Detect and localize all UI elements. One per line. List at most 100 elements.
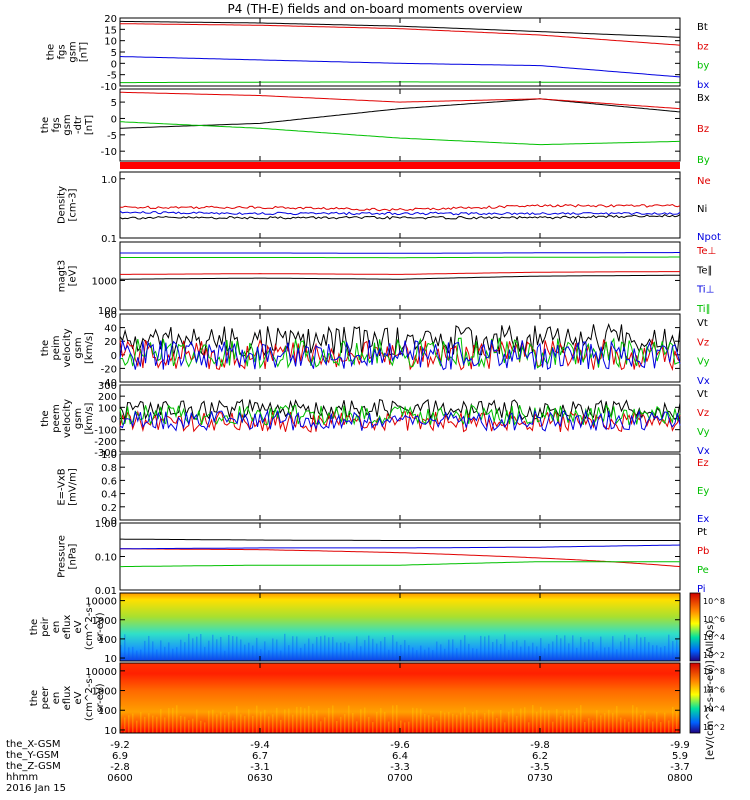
heatmap-streak xyxy=(184,716,186,733)
y-axis-label: the xyxy=(29,619,40,635)
heatmap-streak xyxy=(368,635,370,661)
y-axis-label: eflux xyxy=(62,686,73,711)
heatmap-streak xyxy=(200,634,202,661)
heatmap-streak xyxy=(300,647,302,661)
x-tick-value: -2.8 xyxy=(110,762,130,773)
heatmap-streak xyxy=(460,712,462,733)
heatmap-streak xyxy=(636,634,638,661)
heatmap-streak xyxy=(436,641,438,661)
series-line-Pt xyxy=(120,538,680,541)
heatmap-streak xyxy=(404,722,406,733)
heatmap-streak xyxy=(608,647,610,661)
x-tick-value: -3.7 xyxy=(670,762,690,773)
heatmap-streak xyxy=(544,648,546,661)
heatmap-streak xyxy=(548,643,550,661)
heatmap-streak xyxy=(412,707,414,733)
colorbar-tick-label: 10^6 xyxy=(703,615,725,624)
x-tick-value: 0730 xyxy=(527,773,552,784)
legend-entry: Ti⊥ xyxy=(696,285,714,296)
plot-title: P4 (TH-E) fields and on-board moments ov… xyxy=(227,2,523,16)
y-tick-label: 20 xyxy=(104,337,117,348)
heatmap-streak xyxy=(436,720,438,733)
heatmap-streak xyxy=(440,644,442,661)
heatmap-streak xyxy=(300,707,302,733)
heatmap-streak xyxy=(612,636,614,661)
heatmap-streak xyxy=(416,650,418,661)
heatmap-streak xyxy=(404,640,406,661)
heatmap-streak xyxy=(324,717,326,733)
heatmap-streak xyxy=(124,717,126,733)
y-tick-label: -5 xyxy=(107,131,117,142)
heatmap-streak xyxy=(428,715,430,733)
legend-entry: Te⊥ xyxy=(696,246,716,257)
heatmap-streak xyxy=(304,643,306,661)
series-line-Pe xyxy=(120,561,680,568)
heatmap-streak xyxy=(476,648,478,661)
y-axis-label: [nPa] xyxy=(68,543,79,569)
heatmap-streak xyxy=(212,634,214,661)
heatmap-streak xyxy=(520,708,522,733)
heatmap-streak xyxy=(396,641,398,661)
heatmap-streak xyxy=(556,708,558,733)
heatmap-streak xyxy=(672,706,674,733)
heatmap-streak xyxy=(192,718,194,733)
y-tick-label: 100 xyxy=(98,706,117,717)
heatmap-streak xyxy=(272,714,274,733)
heatmap-streak xyxy=(560,715,562,733)
heatmap-streak xyxy=(136,720,138,733)
xaxis-row-label-time: hhmm xyxy=(6,772,39,783)
heatmap-streak xyxy=(536,646,538,661)
heatmap-streak xyxy=(616,649,618,661)
heatmap-streak xyxy=(452,639,454,661)
y-tick-label: 1.00 xyxy=(95,519,117,530)
heatmap-streak xyxy=(432,716,434,733)
heatmap-streak xyxy=(564,710,566,733)
legend-entry: Vx xyxy=(697,446,710,457)
colorbar-tick-label: 10^4 xyxy=(703,633,725,642)
heatmap-streak xyxy=(628,637,630,661)
heatmap-streak xyxy=(508,711,510,733)
panel-frame xyxy=(119,171,681,239)
heatmap-streak xyxy=(580,637,582,661)
heatmap-streak xyxy=(244,644,246,661)
heatmap-streak xyxy=(612,712,614,733)
colorbar-tick-label: 10^2 xyxy=(703,723,725,732)
heatmap-streak xyxy=(236,636,238,661)
heatmap-streak xyxy=(344,641,346,661)
heatmap-streak xyxy=(376,711,378,733)
heatmap-streak xyxy=(416,708,418,733)
legend-entry: Bt xyxy=(697,22,708,33)
heatmap-streak xyxy=(352,713,354,733)
y-tick-label: 10 xyxy=(104,654,117,665)
heatmap-streak xyxy=(128,715,130,733)
y-axis-label: eflux xyxy=(62,615,73,640)
x-tick-value: 6.7 xyxy=(252,751,268,762)
heatmap-streak xyxy=(140,649,142,661)
heatmap-streak xyxy=(420,645,422,661)
legend-entry: Vt xyxy=(697,318,708,329)
heatmap-streak xyxy=(540,706,542,733)
heatmap-streak xyxy=(320,721,322,733)
heatmap-streak xyxy=(500,710,502,733)
heatmap-streak xyxy=(288,645,290,661)
heatmap-streak xyxy=(156,649,158,661)
y-axis-label: [cm-3] xyxy=(68,188,79,221)
x-tick-value: 0700 xyxy=(387,773,412,784)
legend-entry: Te∥ xyxy=(696,265,713,276)
heatmap-streak xyxy=(400,644,402,661)
heatmap-streak xyxy=(552,721,554,733)
heatmap-streak xyxy=(260,649,262,661)
heatmap-streak xyxy=(332,637,334,661)
series-line-Ni xyxy=(119,213,681,220)
x-tick-value: -9.6 xyxy=(390,740,410,751)
heatmap-streak xyxy=(620,717,622,733)
y-axis-label: gsm xyxy=(73,408,84,429)
heatmap-streak xyxy=(272,638,274,661)
heatmap-streak xyxy=(532,705,534,733)
y-axis-label: [km/s] xyxy=(84,402,95,434)
colorbar-tick-label: 10^6 xyxy=(703,686,725,695)
panel-density: 1.0 0.1 Density [cm-3] Ne Ni Npot xyxy=(57,171,721,245)
heatmap-streak xyxy=(160,640,162,661)
